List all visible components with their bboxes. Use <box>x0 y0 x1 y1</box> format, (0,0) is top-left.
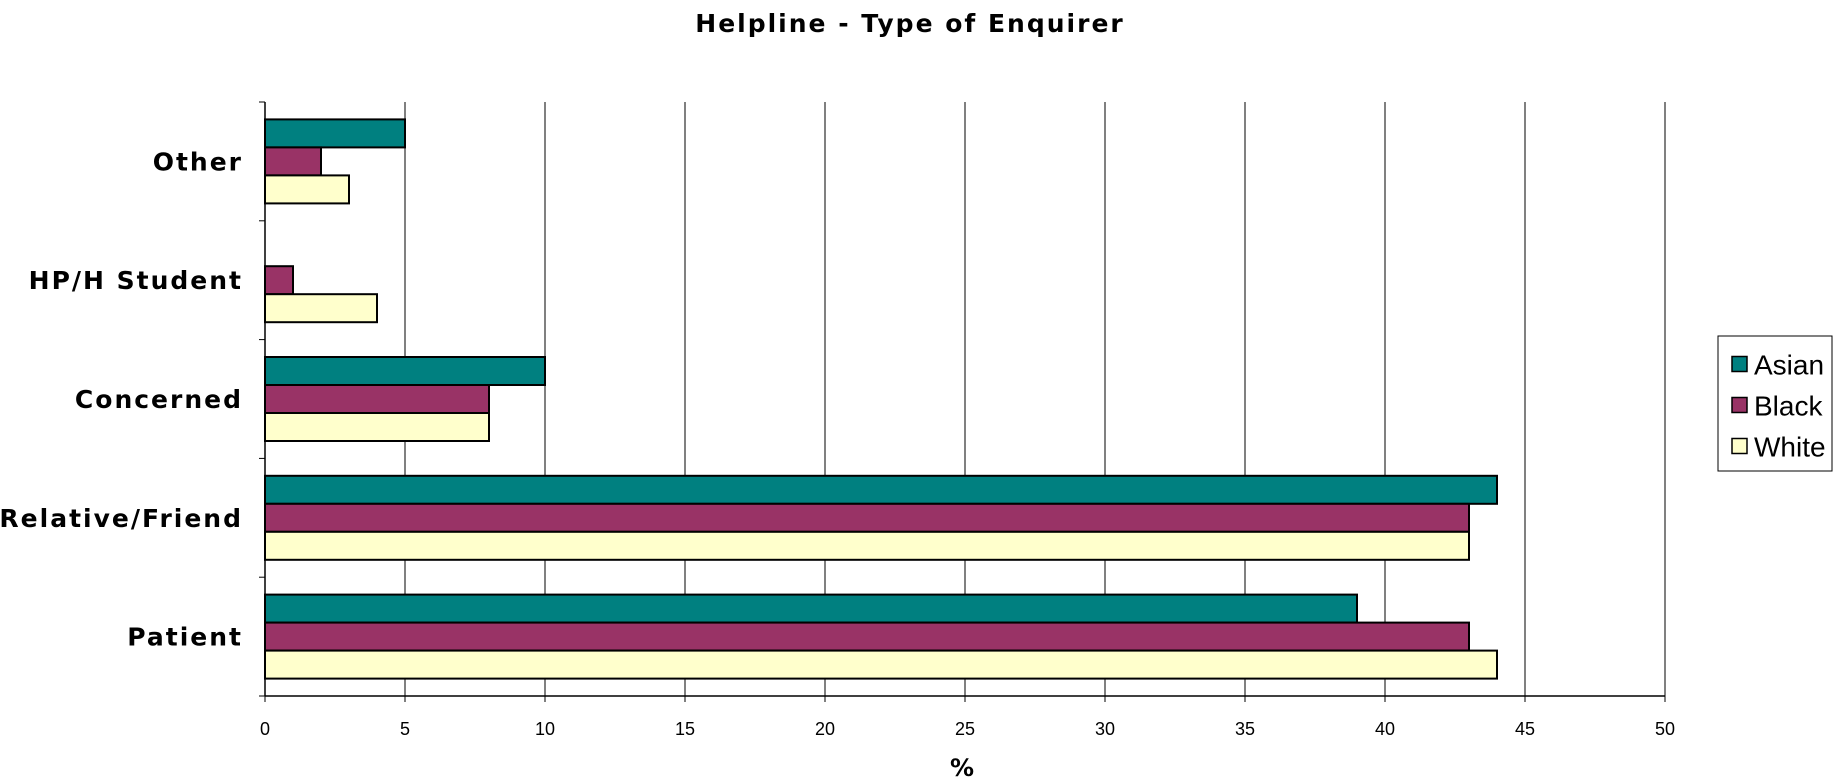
legend-label-white: White <box>1754 432 1826 463</box>
legend-swatch-white <box>1731 437 1748 455</box>
bars <box>264 118 1498 680</box>
bar-black-hp-h-student <box>264 265 294 296</box>
legend-label-asian: Asian <box>1754 350 1824 381</box>
bar-white-other <box>264 174 350 205</box>
x-tick-label: 45 <box>1515 719 1535 739</box>
gridlines <box>404 102 1666 696</box>
bar-asian-concerned <box>264 356 546 386</box>
legend: Asian Black White <box>1717 335 1833 472</box>
bar-asian-other <box>264 118 406 149</box>
x-tick-label: 50 <box>1655 719 1675 739</box>
x-tick-label: 40 <box>1375 719 1395 739</box>
bar-white-concerned <box>264 412 490 442</box>
bar-black-other <box>264 146 322 177</box>
category-label: Concerned <box>75 385 243 414</box>
bar-white-patient <box>264 649 1498 680</box>
category-label: Relative/Friend <box>0 504 243 533</box>
axes <box>259 101 1666 702</box>
legend-swatch-asian <box>1731 355 1748 373</box>
x-tick-label: 5 <box>400 719 410 739</box>
bar-black-concerned <box>264 384 490 414</box>
x-tick-label: 35 <box>1235 719 1255 739</box>
bar-white-hp-h-student <box>264 293 378 324</box>
category-label: HP/H Student <box>29 266 243 295</box>
bar-asian-relative-friend <box>264 474 1498 505</box>
category-labels: Other HP/H Student Concerned Relative/Frien… <box>0 147 243 652</box>
category-label: Other <box>153 147 243 176</box>
legend-label-black: Black <box>1754 391 1823 422</box>
chart-title: Helpline - Type of Enquirer <box>695 9 1124 38</box>
bar-black-relative-friend <box>264 502 1470 533</box>
bar-asian-patient <box>264 593 1358 624</box>
x-tick-label: 15 <box>675 719 695 739</box>
bar-white-relative-friend <box>264 530 1470 561</box>
category-label: Patient <box>127 623 243 652</box>
x-tick-label: 25 <box>955 719 975 739</box>
legend-swatch-black <box>1731 396 1748 414</box>
x-tick-label: 20 <box>815 719 835 739</box>
x-tick-label: 30 <box>1095 719 1115 739</box>
x-axis-title: % <box>950 754 974 778</box>
x-tick-label: 10 <box>535 719 555 739</box>
x-tick-label: 0 <box>260 719 270 739</box>
x-tick-labels: 0 5 10 15 20 25 30 35 40 45 50 <box>260 719 1675 739</box>
bar-black-patient <box>264 621 1470 652</box>
